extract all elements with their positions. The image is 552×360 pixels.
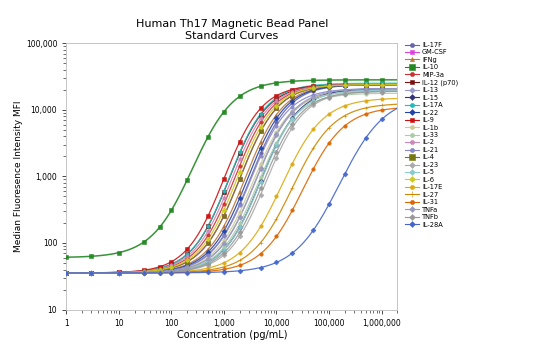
X-axis label: Concentration (pg/mL): Concentration (pg/mL) xyxy=(177,330,287,341)
Y-axis label: Median Fluoresence Intensity MFI: Median Fluoresence Intensity MFI xyxy=(14,101,23,252)
Legend: IL-17F, GM-CSF, IFNg, IL-10, MIP-3a, IL-12 (p70), IL-13, IL-15, IL-17A, IL-22, I: IL-17F, GM-CSF, IFNg, IL-10, MIP-3a, IL-… xyxy=(404,41,459,228)
Title: Human Th17 Magnetic Bead Panel
Standard Curves: Human Th17 Magnetic Bead Panel Standard … xyxy=(136,19,328,41)
